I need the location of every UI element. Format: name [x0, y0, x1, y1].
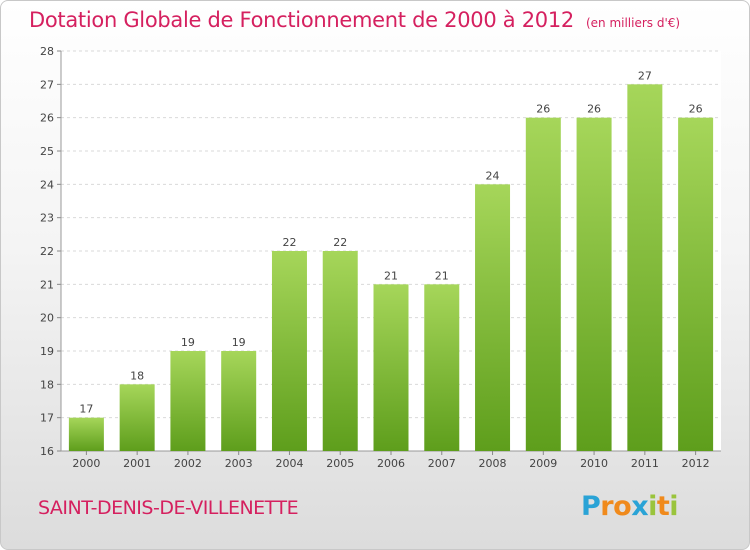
x-tick-label: 2001 [123, 457, 151, 470]
bar-value-label: 24 [486, 169, 500, 182]
logo-letter: o [613, 491, 632, 522]
logo-letter: x [631, 491, 649, 522]
y-tick-label: 27 [40, 78, 54, 91]
logo-letter: r [600, 491, 614, 522]
logo-letter: P [581, 491, 601, 522]
y-tick-label: 25 [40, 145, 54, 158]
y-tick-label: 20 [40, 312, 54, 325]
y-tick-label: 19 [40, 345, 54, 358]
logo-letter: i [648, 491, 657, 522]
bar [525, 117, 561, 452]
bar-value-label: 21 [384, 269, 398, 282]
bar [424, 284, 460, 451]
chart-title: Dotation Globale de Fonctionnement de 20… [29, 8, 680, 32]
bar-value-label: 18 [130, 369, 144, 382]
bar-value-label: 27 [638, 69, 652, 82]
x-tick-label: 2007 [428, 457, 456, 470]
y-tick-label: 26 [40, 112, 54, 125]
y-tick-label: 18 [40, 378, 54, 391]
x-tick-label: 2004 [275, 457, 303, 470]
x-tick-label: 2012 [682, 457, 710, 470]
town-name: SAINT-DENIS-DE-VILLENETTE [38, 497, 299, 519]
bar [170, 351, 206, 451]
x-tick-label: 2003 [225, 457, 253, 470]
x-tick-label: 2006 [377, 457, 405, 470]
proxiti-logo: Proxiti [581, 491, 679, 522]
bar-value-label: 19 [232, 336, 246, 349]
bar [627, 84, 663, 451]
x-tick-label: 2000 [72, 457, 100, 470]
y-tick-label: 17 [40, 412, 54, 425]
x-tick-label: 2005 [326, 457, 354, 470]
logo-letter: t [656, 491, 670, 522]
bar [119, 384, 155, 451]
x-tick-label: 2010 [580, 457, 608, 470]
y-tick-label: 24 [40, 178, 54, 191]
y-tick-label: 23 [40, 212, 54, 225]
y-tick-label: 22 [40, 245, 54, 258]
bar-value-label: 26 [587, 103, 601, 116]
x-tick-label: 2009 [529, 457, 557, 470]
bar [373, 284, 409, 451]
bar-value-label: 26 [536, 103, 550, 116]
bar [221, 351, 257, 451]
bar-value-label: 17 [79, 403, 93, 416]
bar [271, 251, 307, 451]
bar-value-label: 19 [181, 336, 195, 349]
chart-subtitle: (en milliers d'€) [585, 16, 681, 30]
bar-value-label: 26 [689, 103, 703, 116]
x-tick-label: 2008 [479, 457, 507, 470]
chart-title-main: Dotation Globale de Fonctionnement de 20… [29, 8, 574, 32]
bar [322, 251, 358, 451]
bar-value-label: 22 [333, 236, 347, 249]
x-tick-label: 2002 [174, 457, 202, 470]
y-tick-label: 16 [40, 445, 54, 458]
bar-value-label: 21 [435, 269, 449, 282]
bar [678, 117, 714, 452]
logo-letter: i [669, 491, 679, 522]
x-tick-label: 2011 [631, 457, 659, 470]
y-tick-label: 28 [40, 45, 54, 58]
bar [576, 117, 612, 452]
y-tick-label: 21 [40, 278, 54, 291]
bar-value-label: 22 [282, 236, 296, 249]
bar [68, 417, 104, 451]
bar [475, 184, 511, 452]
